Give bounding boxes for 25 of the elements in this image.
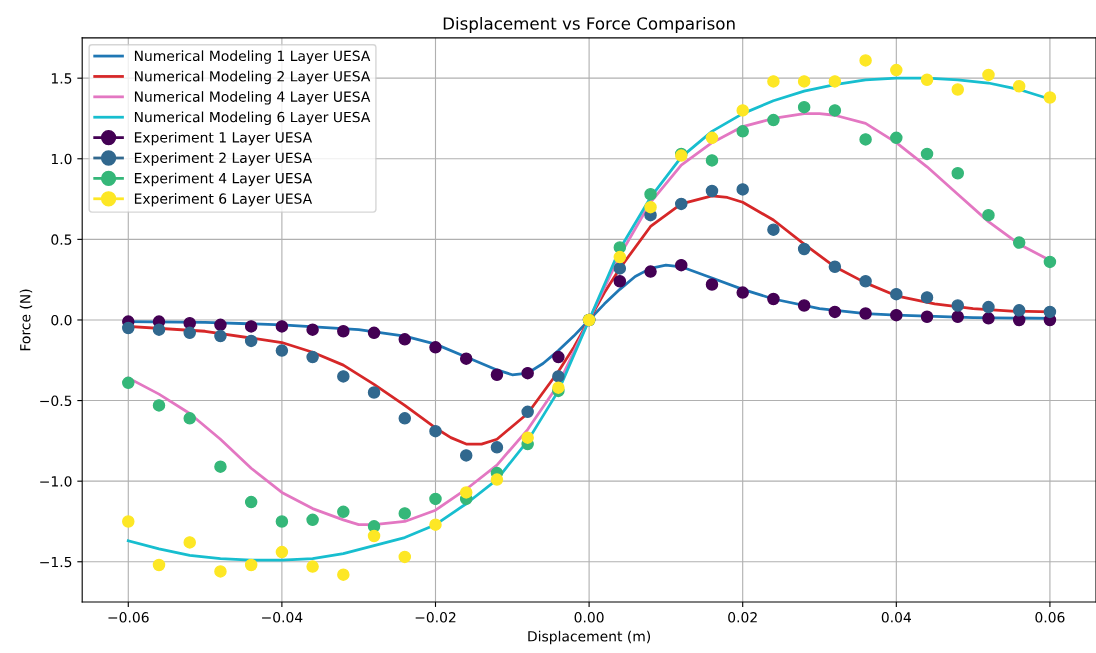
x-tick-label: 0.06 [1035, 612, 1065, 623]
y-axis-title: Force (N) [19, 289, 33, 351]
chart-title: Displacement vs Force Comparison [443, 16, 735, 34]
x-tick-label: −0.02 [415, 612, 456, 623]
legend-label: Numerical Modeling 1 Layer UESA [134, 50, 371, 64]
y-tick-label: −0.5 [40, 395, 72, 407]
legend-label: Experiment 4 Layer UESA [134, 172, 313, 187]
y-tick-label: −1.0 [40, 476, 72, 487]
legend-label: Numerical Modeling 2 Layer UESA [134, 70, 371, 85]
legend-label: Experiment 1 Layer UESA [134, 131, 313, 146]
y-tick-label: 0.0 [51, 314, 72, 326]
legend-label: Numerical Modeling 6 Layer UESA [134, 111, 371, 125]
legend-label: Experiment 2 Layer UESA [134, 152, 313, 166]
y-tick-label: 0.5 [51, 234, 72, 245]
y-tick-label: 1.0 [51, 153, 72, 165]
x-tick-label: 0.02 [728, 612, 757, 623]
y-tick-label: −1.5 [40, 556, 72, 568]
legend-label: Numerical Modeling 4 Layer UESA [134, 91, 371, 105]
x-tick-label: 0.00 [574, 612, 604, 623]
legend-label: Experiment 6 Layer UESA [134, 193, 313, 207]
x-axis-title: Displacement (m) [528, 630, 651, 645]
x-tick-label: 0.04 [881, 612, 911, 623]
x-tick-label: −0.04 [262, 612, 303, 623]
y-tick-label: 1.5 [51, 73, 72, 84]
x-tick-label: −0.06 [108, 612, 149, 623]
